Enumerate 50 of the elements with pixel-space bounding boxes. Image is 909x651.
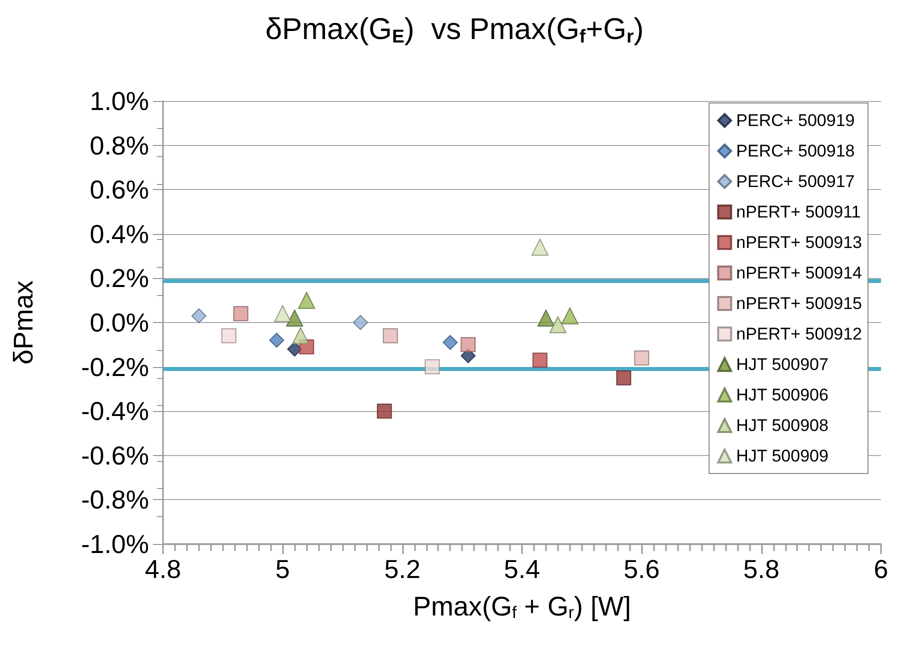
y-tick-label: -0.8%: [81, 484, 149, 515]
y-tick-label: 1.0%: [90, 86, 149, 116]
point: [298, 292, 316, 309]
point: [269, 332, 284, 348]
x-tick-label: 5.8: [743, 554, 780, 584]
point: [286, 310, 304, 327]
point: [382, 328, 398, 344]
legend-label: HJT 500908: [736, 416, 828, 435]
point: [634, 350, 650, 366]
legend-label: PERC+ 500919: [736, 111, 855, 130]
y-tick-label: -0.4%: [81, 396, 149, 426]
y-axis-title: δPmax: [8, 280, 38, 365]
point: [561, 307, 578, 324]
point: [191, 308, 206, 324]
y-tick-label: -0.6%: [81, 440, 149, 470]
point: [352, 315, 368, 330]
legend-label: nPERT+ 500915: [736, 294, 862, 313]
point: [537, 310, 554, 327]
legend-label: nPERT+ 500912: [736, 324, 862, 344]
point: [532, 352, 548, 368]
point: [442, 334, 458, 350]
y-tick-label: 0.8%: [90, 130, 149, 160]
point: [424, 359, 440, 374]
legend-label: HJT 500907: [736, 355, 828, 374]
point: [460, 337, 476, 352]
point: [221, 328, 236, 344]
y-tick-label: 0.6%: [90, 174, 149, 205]
point: [292, 327, 310, 344]
legend-label: nPERT+ 500913: [736, 233, 862, 252]
point: [549, 316, 566, 334]
legend-label: nPERT+ 500911: [736, 202, 861, 222]
y-tick-label: 0.0%: [90, 308, 149, 338]
x-tick-label: 5.6: [624, 554, 660, 584]
x-tick-label: 5: [275, 554, 290, 584]
legend-label: PERC+ 500918: [736, 142, 855, 160]
legend-label: HJT 500909: [736, 446, 828, 466]
point: [233, 306, 248, 322]
legend-label: nPERT+ 500914: [736, 264, 862, 282]
point: [616, 370, 632, 386]
legend-label: HJT 500906: [736, 386, 828, 404]
point: [376, 404, 392, 419]
x-tick-label: 6: [874, 554, 888, 584]
y-tick-label: -0.2%: [81, 352, 149, 382]
point: [274, 305, 292, 322]
point: [531, 238, 548, 256]
y-tick-label: 0.2%: [90, 263, 149, 294]
legend-label: PERC+ 500917: [736, 172, 855, 191]
x-tick-label: 5.4: [504, 554, 540, 584]
y-tick-label: 0.4%: [90, 218, 149, 249]
x-tick-label: 5.2: [384, 554, 420, 584]
